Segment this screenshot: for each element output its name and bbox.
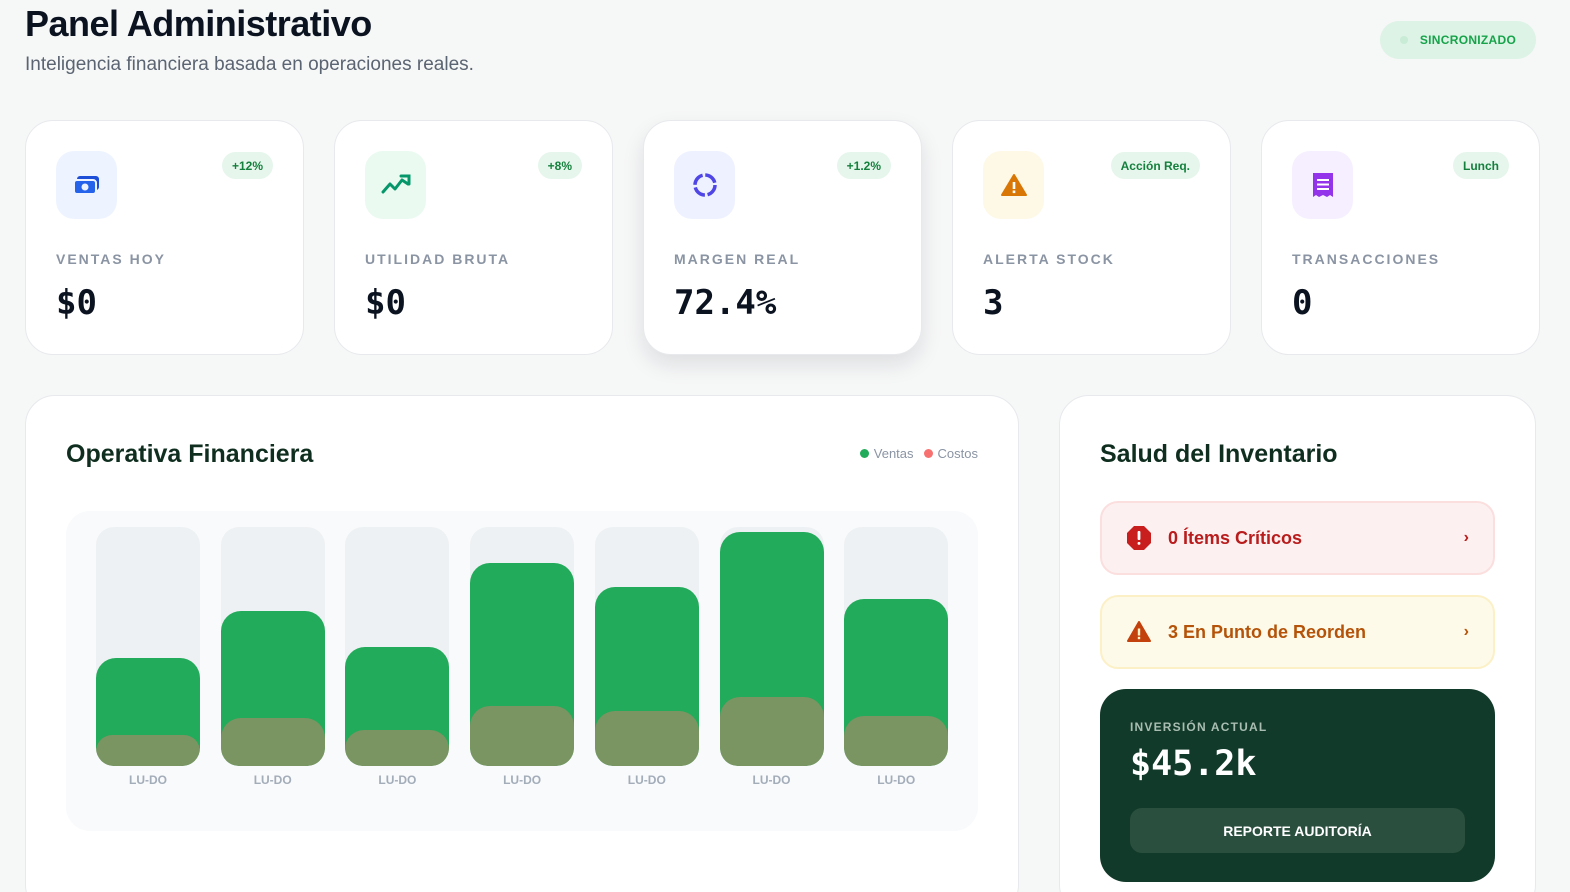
kpi-value: $0 [56,283,97,323]
bar-costos [470,706,575,766]
chevron-right-icon: › [1463,623,1469,640]
bar-track [345,527,450,766]
bar-costos [96,734,200,766]
x-tick-label: LU-DO [253,773,292,787]
bar-track [719,527,824,766]
bar-group[interactable] [470,527,575,766]
critical-items-alert[interactable]: 0 Ítems Críticos › [1100,501,1495,575]
kpi-value: 3 [983,283,1004,323]
warning-icon [983,151,1044,219]
kpi-label: UTILIDAD BRUTA [365,251,511,267]
legend-item-ventas: Ventas [859,446,914,461]
cash-icon [56,151,117,219]
page-subtitle: Inteligencia financiera basada en operac… [25,54,474,75]
trend-up-icon [365,151,426,219]
legend-dot-costos [923,449,933,458]
donut-icon [674,151,735,219]
investment-value: $45.2k [1130,744,1257,784]
kpi-row: +12% VENTAS HOY $0 +8% UTILIDAD BRUTA $0… [25,120,1540,355]
chart-plot-area: LU-DO LU-DO LU-DO LU-DO LU-DO LU-DO LU-DO [66,511,978,831]
warning-icon [1126,619,1152,645]
investment-label: INVERSIÓN ACTUAL [1130,720,1268,734]
kpi-card-transacciones[interactable]: Lunch TRANSACCIONES 0 [1261,120,1540,355]
bar-costos [719,696,824,766]
legend-label-costos: Costos [937,446,978,461]
audit-report-button[interactable]: REPORTE AUDITORÍA [1130,808,1465,853]
reorder-point-alert[interactable]: 3 En Punto de Reorden › [1100,595,1495,669]
inventory-title: Salud del Inventario [1100,440,1338,468]
x-tick-label: LU-DO [752,773,791,787]
bar-group[interactable] [844,527,949,766]
bar-group[interactable] [96,527,200,766]
bar-track [220,527,325,766]
reorder-point-label: 3 En Punto de Reorden [1168,621,1367,642]
x-tick-label: LU-DO [129,773,167,787]
inventory-health-panel: Salud del Inventario 0 Ítems Críticos › … [1059,395,1536,892]
kpi-change-badge: Lunch [1453,152,1509,179]
kpi-card-ventas-hoy[interactable]: +12% VENTAS HOY $0 [25,120,304,355]
kpi-label: VENTAS HOY [56,251,166,267]
bar-group[interactable] [220,527,325,766]
bar-track [96,527,200,766]
chart-title: Operativa Financiera [66,440,314,468]
kpi-change-badge: +1.2% [836,152,891,179]
kpi-card-alerta-stock[interactable]: Acción Req. ALERTA STOCK 3 [952,120,1231,355]
bar-costos [844,715,949,766]
kpi-change-badge: +8% [537,152,582,179]
bar-track [470,527,575,766]
bar-group[interactable] [719,527,824,766]
bar-costos [594,711,699,766]
kpi-change-badge: Acción Req. [1110,152,1200,179]
x-tick-label: LU-DO [877,773,916,787]
current-investment-card: INVERSIÓN ACTUAL $45.2k REPORTE AUDITORÍ… [1100,689,1495,882]
x-tick-label: LU-DO [378,773,417,787]
legend-dot-ventas [859,449,869,458]
bar-track [844,527,949,766]
page-title: Panel Administrativo [25,3,372,44]
kpi-value: 0 [1292,283,1313,323]
kpi-change-badge: +12% [221,152,273,179]
kpi-label: ALERTA STOCK [983,251,1115,267]
kpi-label: MARGEN REAL [674,251,801,267]
sync-status-badge: SINCRONIZADO [1380,21,1536,59]
x-tick-label: LU-DO [503,773,542,787]
x-tick-label: LU-DO [627,773,666,787]
legend-label-ventas: Ventas [873,446,914,461]
kpi-card-margen-real[interactable]: +1.2% MARGEN REAL 72.4% [643,120,922,355]
bar-costos [345,730,450,766]
page-header: Panel Administrativo Inteligencia financ… [25,4,474,76]
chart-legend: Ventas Costos [859,446,978,461]
receipt-icon [1292,151,1353,219]
stop-alert-icon [1126,525,1152,551]
bar-track [594,527,699,766]
kpi-label: TRANSACCIONES [1292,251,1441,267]
financial-operations-panel: Operativa Financiera Ventas Costos LU-DO… [25,395,1019,892]
bar-group[interactable] [345,527,450,766]
kpi-value: 72.4% [674,283,777,323]
sync-dot-icon [1399,36,1408,44]
legend-item-costos: Costos [923,446,978,461]
kpi-card-utilidad-bruta[interactable]: +8% UTILIDAD BRUTA $0 [334,120,613,355]
bar-group[interactable] [594,527,699,766]
critical-items-label: 0 Ítems Críticos [1168,527,1303,548]
kpi-value: $0 [365,283,406,323]
bar-costos [220,718,325,766]
sync-status-label: SINCRONIZADO [1419,33,1517,47]
chevron-right-icon: › [1463,529,1469,546]
